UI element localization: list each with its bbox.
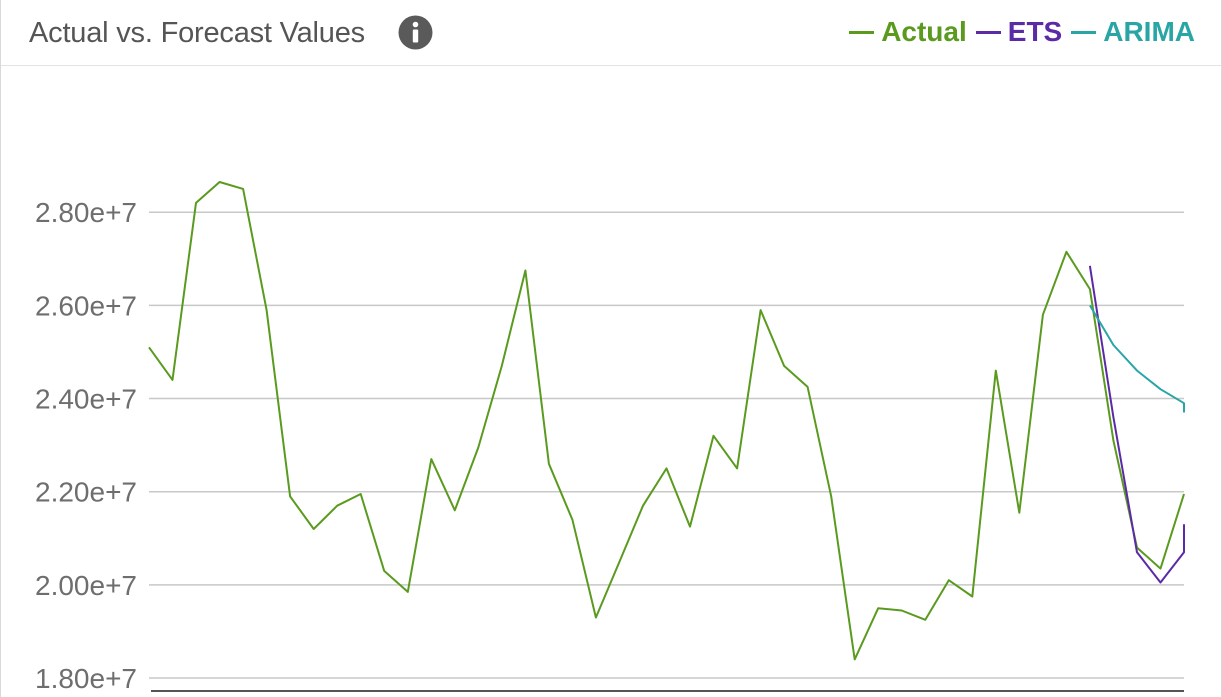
info-circle-icon[interactable] xyxy=(397,14,434,51)
series-line-ets[interactable] xyxy=(1088,265,1185,584)
series-line-actual[interactable] xyxy=(148,181,1185,661)
y-tick-label: 2.60e+7 xyxy=(35,290,137,321)
legend-label: ARIMA xyxy=(1103,16,1195,47)
y-tick-label: 2.40e+7 xyxy=(35,384,137,415)
y-tick-label: 1.80e+7 xyxy=(35,663,137,694)
y-tick-label: 2.00e+7 xyxy=(35,570,137,601)
legend-item-ets[interactable]: ETS xyxy=(975,16,1063,48)
legend-label: Actual xyxy=(881,16,967,47)
legend-swatch xyxy=(849,30,875,34)
y-tick-label: 2.80e+7 xyxy=(35,197,137,228)
chart-title: Actual vs. Forecast Values xyxy=(29,17,365,49)
series-line-arima[interactable] xyxy=(1089,304,1185,413)
chart-legend: Actual ETS ARIMA xyxy=(840,16,1195,48)
legend-item-arima[interactable]: ARIMA xyxy=(1071,16,1195,48)
line-chart: 1.80e+7 2.00e+7 2.20e+7 2.40e+7 2.60e+7 2.80e… xyxy=(35,181,1185,694)
y-tick-label: 2.20e+7 xyxy=(35,477,137,508)
legend-label: ETS xyxy=(1007,16,1063,47)
legend-item-actual[interactable]: Actual xyxy=(849,16,967,48)
chart-header: Actual vs. Forecast Values Actual ETS ARIM… xyxy=(1,0,1221,66)
legend-swatch xyxy=(975,30,1001,34)
legend-swatch xyxy=(1071,30,1097,34)
